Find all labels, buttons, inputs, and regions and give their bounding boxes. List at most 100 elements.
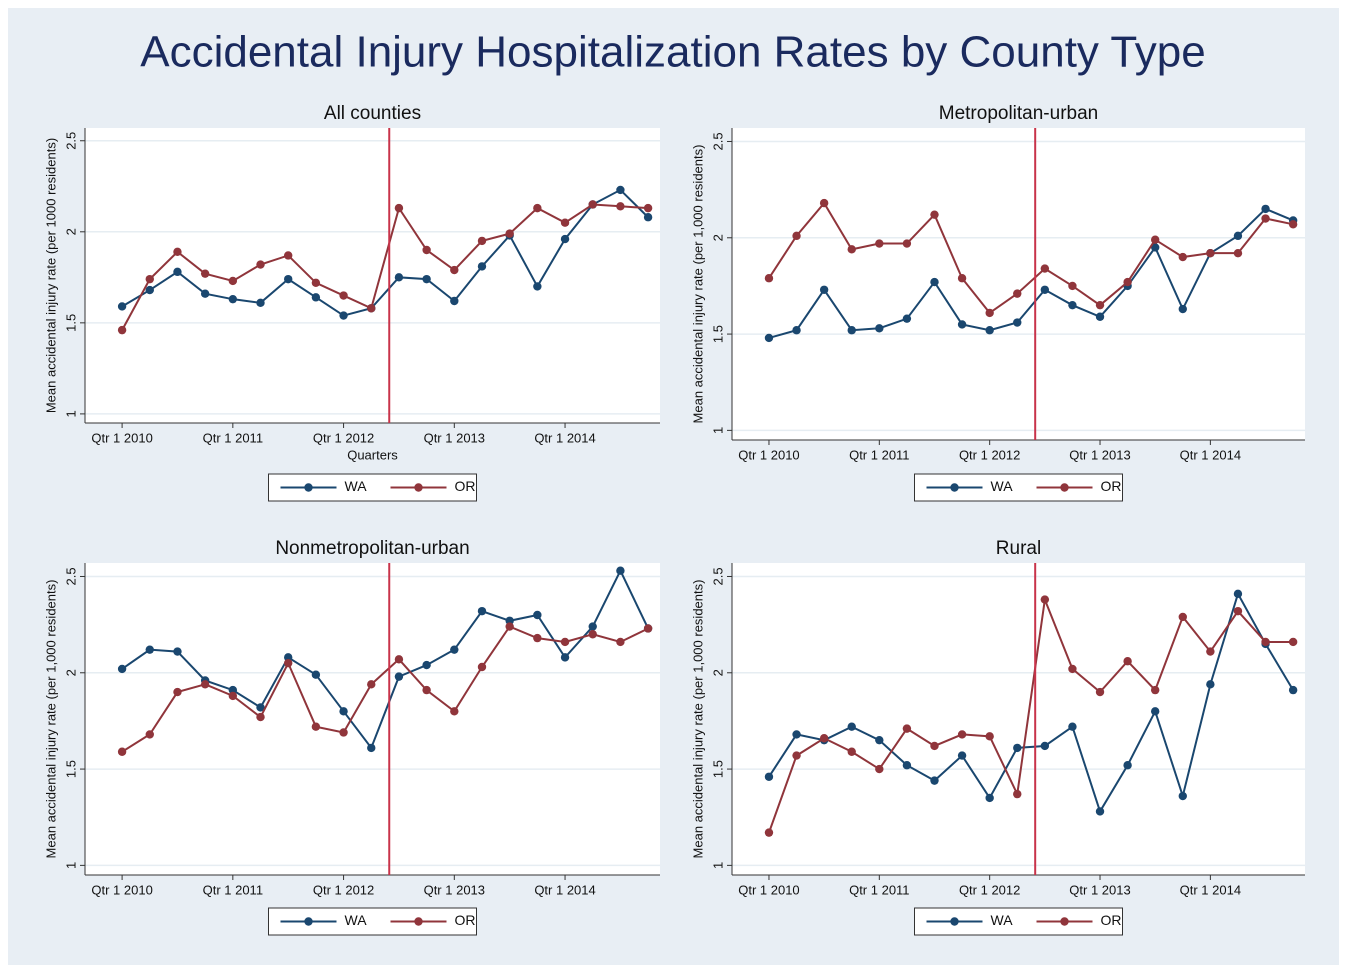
legend-label: WA [345, 478, 368, 494]
data-point [957, 274, 967, 283]
x-tick-label: Qtr 1 2012 [313, 430, 374, 445]
data-point [1206, 647, 1215, 656]
y-tick-label: 1.5 [63, 314, 78, 332]
data-point [847, 747, 856, 756]
data-point [477, 662, 487, 672]
legend-label: OR [455, 478, 476, 494]
data-point [284, 251, 293, 260]
series-line [121, 625, 649, 753]
legend-marker [950, 917, 959, 926]
x-tick-label: Qtr 1 2010 [91, 430, 152, 445]
data-point [588, 622, 597, 631]
data-point [957, 751, 967, 760]
data-point [200, 289, 210, 298]
data-point [1013, 789, 1022, 799]
data-point [228, 691, 238, 701]
data-point [117, 747, 127, 756]
data-point [284, 653, 293, 662]
data-point [1123, 761, 1132, 770]
data-point [339, 728, 348, 737]
data-point [1068, 300, 1077, 310]
data-point [339, 291, 348, 300]
data-point [643, 624, 653, 633]
y-tick-label: 2.5 [710, 567, 725, 585]
data-point [1013, 289, 1022, 298]
legend-marker [304, 917, 313, 926]
data-point [1095, 807, 1105, 816]
x-tick-label: Qtr 1 2012 [959, 882, 1020, 897]
data-point [505, 622, 514, 631]
data-point [616, 637, 625, 647]
data-point [560, 234, 570, 244]
data-point [505, 616, 514, 625]
data-point [145, 274, 154, 284]
data-point [1233, 606, 1243, 616]
data-point [616, 202, 625, 211]
x-tick-label: Qtr 1 2014 [1180, 447, 1241, 462]
y-tick-label: 2 [710, 234, 725, 241]
data-point [930, 277, 939, 287]
subplot-title: Nonmetropolitan-urban [275, 538, 469, 559]
data-point [256, 298, 265, 308]
data-point [200, 680, 210, 689]
data-point [819, 285, 829, 294]
data-point [1261, 214, 1270, 223]
series-line [121, 203, 649, 331]
data-point [1178, 791, 1187, 801]
data-point [1233, 589, 1243, 599]
x-tick-label: Qtr 1 2011 [203, 430, 263, 445]
data-point [284, 658, 293, 668]
x-tick-label: Qtr 1 2014 [1180, 882, 1241, 897]
data-point [985, 308, 994, 318]
series-line [768, 207, 1294, 339]
data-point [1068, 664, 1077, 674]
y-axis-label: Mean accidental injury rate (per 1,000 r… [690, 145, 705, 424]
data-point [847, 326, 856, 335]
y-tick-label: 2.5 [63, 567, 78, 585]
data-point [616, 566, 625, 575]
x-tick-label: Qtr 1 2014 [534, 882, 595, 897]
data-point [957, 320, 967, 329]
data-point [367, 304, 376, 313]
legend-marker [950, 483, 959, 492]
legend-label: OR [1101, 912, 1122, 928]
data-point [560, 653, 570, 662]
data-point [560, 637, 570, 647]
data-point [1150, 235, 1160, 244]
data-point [450, 645, 459, 654]
data-point [1095, 300, 1105, 310]
data-point [819, 734, 829, 743]
data-point [117, 664, 127, 674]
data-point [847, 722, 856, 731]
y-tick-label: 2.5 [710, 132, 725, 150]
data-point [792, 231, 801, 241]
data-point [875, 239, 884, 248]
legend-label: OR [455, 912, 476, 928]
data-point [1206, 248, 1215, 258]
y-tick-label: 1.5 [63, 760, 78, 778]
data-point [339, 707, 348, 716]
data-point [477, 606, 487, 616]
plot-area [85, 563, 660, 875]
data-point [1040, 595, 1050, 604]
x-tick-label: Qtr 1 2013 [1069, 447, 1130, 462]
data-point [1123, 277, 1132, 287]
subplot-title: All counties [324, 103, 421, 124]
x-tick-label: Qtr 1 2011 [203, 882, 263, 897]
data-point [560, 218, 570, 227]
x-tick-label: Qtr 1 2013 [424, 430, 485, 445]
series-line [768, 201, 1294, 315]
data-point [930, 741, 939, 751]
data-point [1261, 637, 1270, 647]
data-point [643, 203, 653, 213]
data-point [588, 630, 597, 639]
x-tick-label: Qtr 1 2010 [91, 882, 152, 897]
data-point [117, 302, 127, 311]
data-point [1068, 281, 1077, 291]
data-point [1013, 743, 1022, 753]
data-point [173, 687, 182, 697]
data-point [173, 267, 182, 277]
y-tick-label: 2 [63, 669, 78, 676]
data-point [533, 610, 542, 620]
